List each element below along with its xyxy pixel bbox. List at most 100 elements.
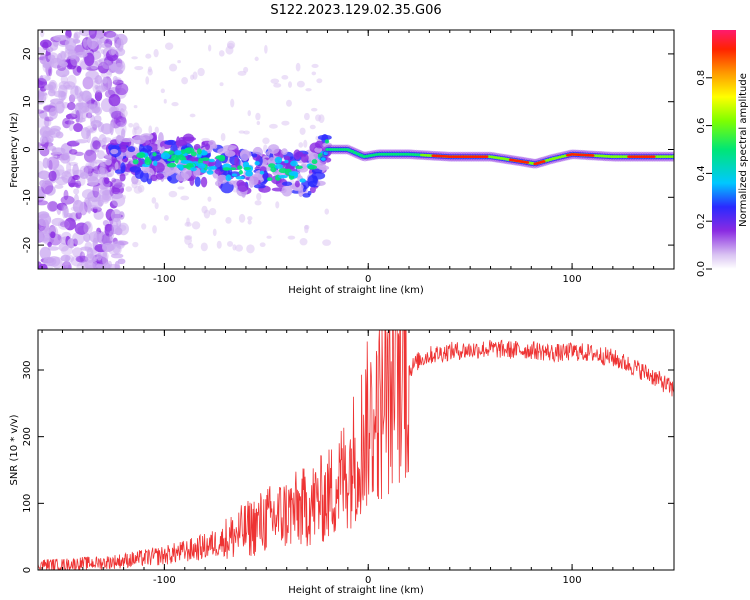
spectral-blob [238, 170, 243, 175]
spectral-blob [168, 63, 178, 72]
spectral-blob [48, 107, 59, 120]
spectral-blob [72, 65, 82, 76]
spectral-blob [97, 199, 104, 207]
spectral-blob [114, 47, 126, 57]
spectral-blob [131, 56, 138, 60]
spectral-blob [144, 156, 150, 163]
spectral-blob [79, 251, 86, 263]
spectral-blob [38, 170, 51, 180]
spectral-blob [59, 61, 68, 68]
spectral-blob [219, 82, 224, 87]
spectral-blob [287, 235, 296, 240]
spectral-blob [158, 132, 164, 145]
spectral-blob [266, 235, 272, 239]
spectral-blob [269, 123, 278, 129]
spectral-blob [92, 159, 104, 164]
spectral-blob [76, 262, 83, 269]
spectral-blob [609, 155, 615, 159]
spectral-blob [205, 143, 210, 151]
spectral-blob [216, 174, 228, 184]
spectral-blob [220, 181, 234, 194]
spectral-blob [270, 78, 280, 84]
spectral-blob [111, 110, 124, 120]
spectral-blob [116, 38, 124, 51]
spectral-blob [206, 169, 214, 175]
spectral-blob [225, 45, 234, 55]
spectral-blob [618, 155, 624, 159]
spectral-blob [155, 173, 165, 180]
spectral-blob [220, 132, 226, 142]
spectral-blob [259, 242, 266, 248]
spectral-blob [590, 154, 595, 157]
spectral-blob [322, 239, 332, 246]
spectral-blob [274, 164, 284, 169]
spectral-blob [38, 232, 44, 243]
snr-ytick-label: 300 [22, 360, 33, 379]
spectral-blob [228, 180, 236, 185]
spectral-blob [80, 90, 92, 102]
spectral-blob [75, 51, 88, 58]
spectral-blob [278, 168, 288, 174]
spectral-blob [97, 166, 106, 179]
spectral-blob [61, 245, 73, 256]
snr-xtick-label: 0 [365, 575, 371, 586]
spectral-blob [133, 185, 143, 194]
spectral-blob [248, 176, 255, 188]
spectral-blob [311, 71, 317, 76]
spectral-blob [53, 153, 61, 159]
spectral-blob [67, 238, 74, 249]
spectral-blob [61, 170, 72, 183]
spectrogram-ytick-label: -10 [22, 189, 33, 205]
spectrogram-ytick-label: 10 [22, 95, 33, 108]
spectral-blob [42, 157, 50, 169]
spectral-blob [111, 209, 122, 223]
colorbar-tick-label: 0.8 [696, 70, 707, 86]
spectral-blob [48, 170, 57, 182]
spectral-blob [117, 258, 126, 265]
spectral-blob [38, 109, 45, 114]
spectrogram-xtick-label: 100 [563, 274, 582, 285]
spectral-blob [259, 170, 265, 175]
spectral-blob [328, 148, 333, 151]
spectral-blob [288, 171, 299, 176]
spectral-blob [119, 173, 126, 182]
spectral-blob [264, 44, 268, 54]
spectral-blob [206, 166, 214, 171]
spectral-blob [240, 149, 250, 161]
spectral-blob [110, 148, 119, 155]
spectral-blob [253, 184, 266, 189]
spectral-blob [47, 145, 57, 151]
spectral-blob [134, 65, 144, 71]
spectral-blob [389, 152, 394, 156]
spectral-blob [122, 194, 126, 200]
spectral-blob [299, 237, 308, 246]
spectral-blob [83, 149, 97, 163]
spectral-blob [38, 146, 46, 152]
spectral-blob [197, 162, 206, 169]
spectral-blob [337, 148, 342, 151]
spectral-blob [324, 139, 330, 144]
spectral-blob [197, 67, 205, 77]
spectral-blob [208, 44, 212, 52]
spectral-blob [304, 225, 309, 234]
snr-ytick-label: 200 [22, 427, 33, 446]
spectral-blob [231, 173, 238, 177]
spectral-blob [50, 231, 56, 239]
spectral-blob [114, 63, 124, 70]
snr-ylabel: SNR (10 * v/v) [9, 414, 20, 485]
spectrogram-xtick-label: 0 [365, 274, 371, 285]
spectral-blob [154, 126, 159, 134]
spectral-blob [44, 115, 50, 128]
spectral-blob [120, 109, 128, 118]
spectral-blob [83, 221, 93, 235]
spectral-blob [664, 155, 670, 159]
spectral-blob [120, 162, 126, 174]
spectral-blob [281, 185, 293, 197]
spectral-blob [295, 165, 303, 169]
spectral-blob [48, 159, 53, 171]
spectral-blob [72, 38, 81, 44]
spectral-blob [243, 130, 250, 135]
spectral-blob [152, 225, 157, 234]
spectral-blob [83, 165, 94, 174]
spectral-blob [89, 161, 95, 168]
